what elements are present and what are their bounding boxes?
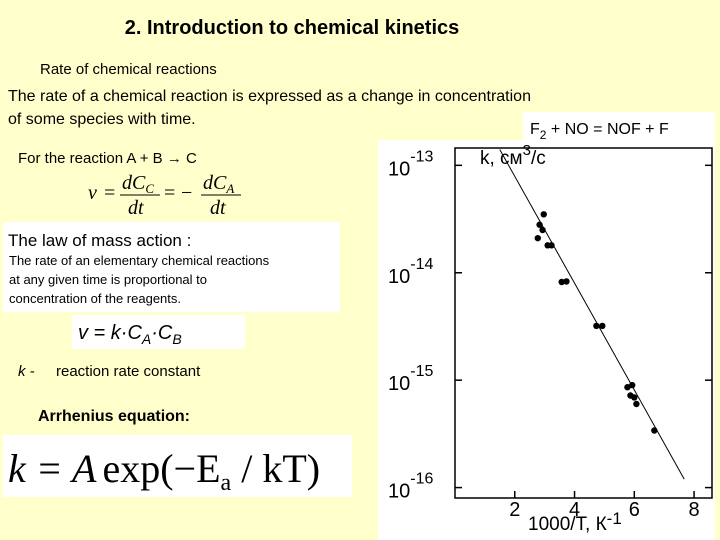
y-tick-label: 10-15 — [388, 363, 433, 395]
formula-part: dC — [203, 172, 227, 194]
chart-background — [378, 140, 715, 540]
label-part: k, см — [480, 148, 523, 169]
constant-text: reaction rate constant — [56, 363, 201, 380]
x-tick-label: 2 — [509, 499, 520, 521]
formula-part: / kT) — [231, 446, 320, 491]
formula-part: dC — [122, 172, 146, 194]
label-part: /c — [531, 148, 546, 169]
definition-line: of some species with time. — [8, 111, 196, 128]
fit-line — [499, 149, 685, 480]
data-point — [563, 278, 570, 285]
title-part: F — [530, 121, 540, 138]
y-tick-exponent: -15 — [410, 363, 433, 380]
law-formula: v = k·CA·CB — [78, 322, 182, 347]
plot-frame — [454, 147, 713, 499]
y-tick-base: 10 — [388, 373, 410, 395]
y-tick-label: 10-16 — [388, 471, 433, 503]
law-title: The law of mass action : — [8, 231, 191, 250]
law-box — [3, 222, 340, 312]
formula-part: B — [172, 331, 181, 347]
data-point — [539, 226, 546, 234]
data-point — [651, 427, 658, 434]
data-point — [599, 322, 606, 330]
arrhenius-title: Arrhenius equation: — [38, 408, 190, 425]
formula-part: C — [145, 181, 154, 196]
data-point — [631, 394, 638, 401]
subtitle: Rate of chemical reactions — [40, 61, 217, 78]
y-tick-label: 10-14 — [388, 256, 433, 288]
y-tick-base: 10 — [388, 158, 410, 180]
formula-part: v = k·C — [78, 322, 142, 344]
constant-symbol: k - — [18, 363, 35, 380]
y-tick-base: 10 — [388, 266, 410, 288]
title-part: 2 — [540, 128, 547, 142]
x-axis-label: 1000/T, К-1 — [528, 509, 622, 535]
law-line: The rate of an elementary chemical react… — [9, 253, 270, 268]
data-point — [536, 221, 543, 228]
formula-part: v — [88, 182, 97, 204]
arrhenius-box — [3, 435, 352, 497]
formula-part: = — [104, 182, 115, 204]
law-line: concentration of the reagents. — [9, 291, 181, 306]
title: 2. Introduction to chemical kinetics — [125, 17, 460, 39]
formula-part: k = A — [8, 446, 97, 491]
formula-part: dCA — [203, 172, 234, 196]
formula-part: = — [164, 182, 175, 204]
data-point — [633, 400, 640, 408]
x-tick-label: 6 — [629, 499, 640, 521]
x-tick-label: 8 — [689, 499, 700, 521]
definition-line: The rate of a chemical reaction is expre… — [8, 88, 531, 105]
data-point — [558, 278, 565, 286]
y-tick-exponent: -16 — [410, 471, 433, 488]
formula-part: dCC — [122, 172, 154, 196]
law-formula-box — [72, 315, 245, 349]
rate-formula: v = dCC dt = − dCA dt — [88, 172, 241, 219]
formula-part: exp(−E — [102, 446, 220, 491]
y-axis-label: k, см3/c — [480, 142, 546, 169]
chart-title-box — [523, 112, 715, 145]
formula-part: A — [141, 331, 151, 347]
label-part: -1 — [607, 509, 622, 528]
title-part: + NO = NOF + F — [546, 121, 668, 138]
formula-part: dt — [128, 197, 144, 219]
formula-part: ·C — [151, 322, 173, 344]
data-point — [548, 242, 555, 249]
formula-part: a — [221, 470, 232, 496]
data-point — [534, 234, 541, 242]
formula-part: − — [181, 182, 192, 204]
data-point — [629, 381, 636, 389]
data-point — [593, 322, 600, 330]
label-part: 1000/T, К — [528, 514, 607, 535]
data-point — [540, 211, 547, 218]
law-line: at any given time is proportional to — [9, 272, 207, 287]
reaction-text: For the reaction A + B → C — [18, 150, 197, 167]
y-tick-base: 10 — [388, 481, 410, 503]
y-tick-exponent: -13 — [410, 148, 433, 165]
y-tick-label: 10-13 — [388, 148, 433, 180]
formula-part: A — [225, 181, 234, 196]
formula-part: dt — [210, 197, 226, 219]
y-tick-exponent: -14 — [410, 256, 433, 273]
x-tick-label: 4 — [569, 499, 580, 521]
data-point — [624, 384, 631, 391]
label-part: 3 — [523, 142, 531, 159]
chart-title: F2 + NO = NOF + F — [530, 121, 669, 142]
